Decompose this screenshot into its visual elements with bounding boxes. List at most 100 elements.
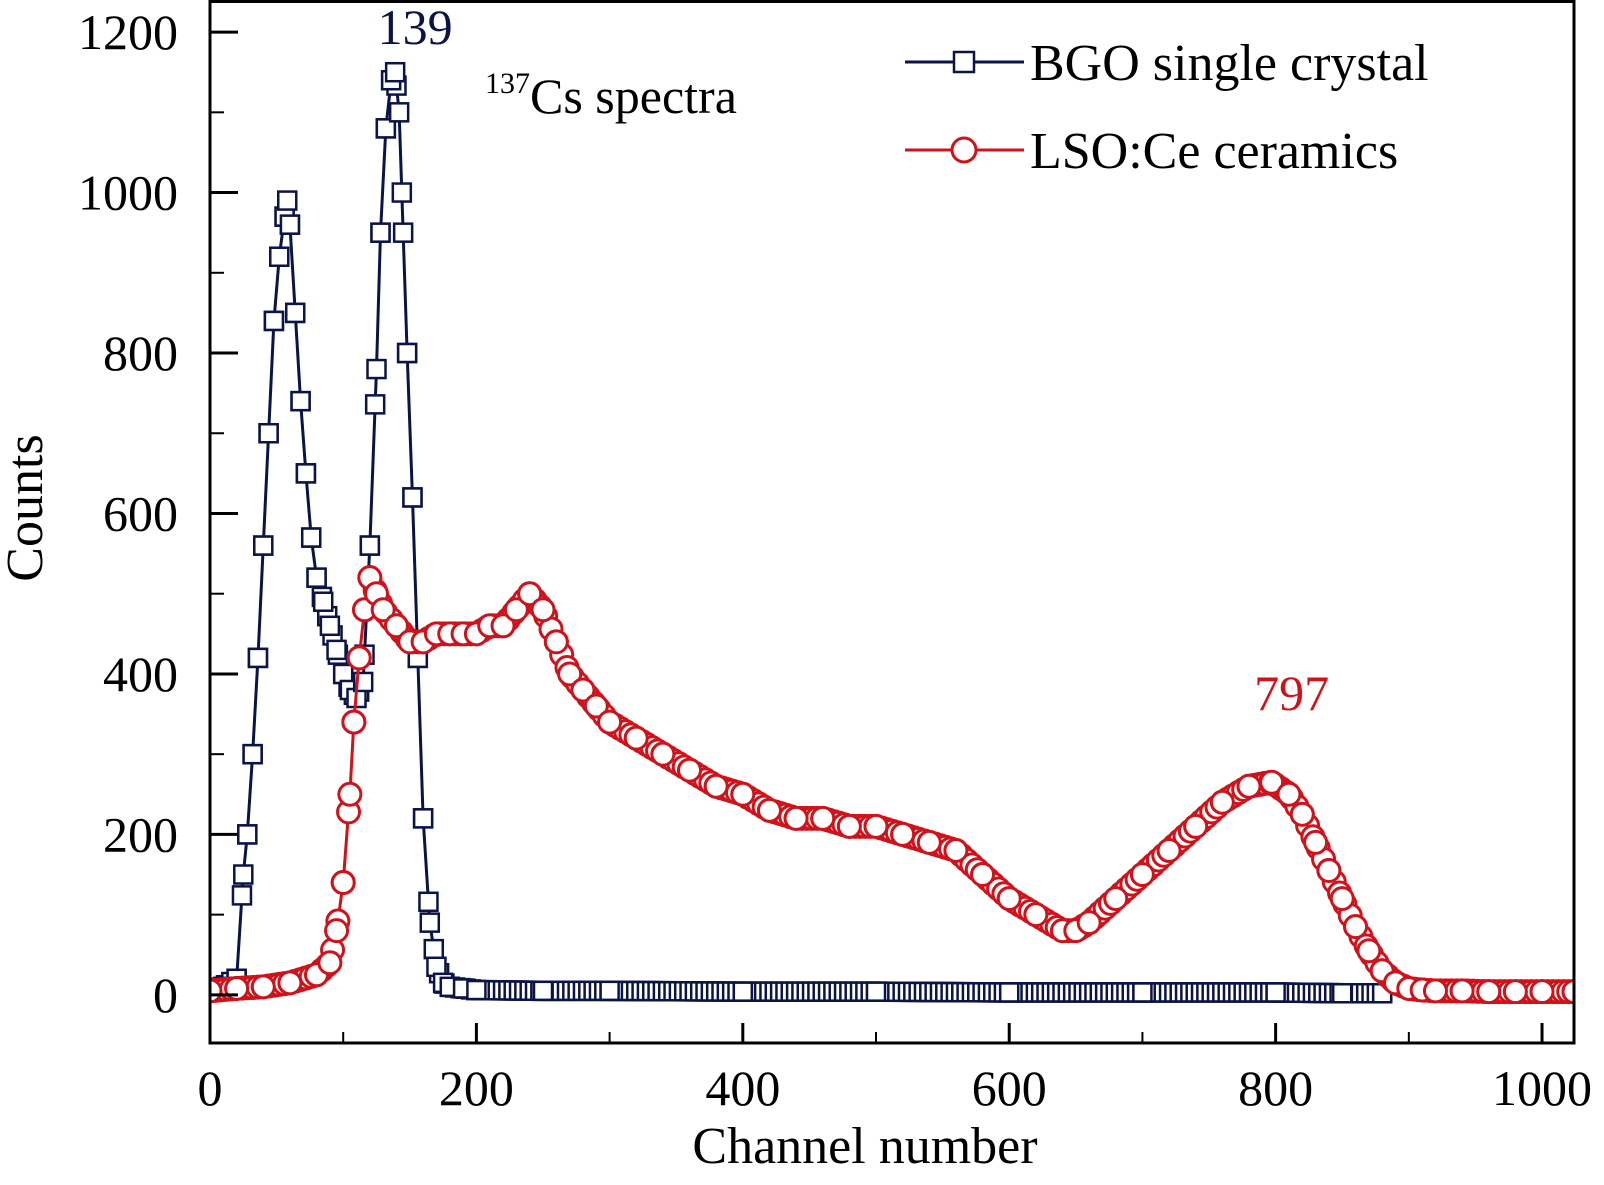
data-point (732, 981, 754, 1002)
data-point (242, 743, 263, 765)
data-point (337, 781, 363, 807)
data-point (943, 837, 969, 863)
data-point (1289, 801, 1315, 827)
spectra-annotation: 137Cs spectra (485, 67, 737, 124)
data-point (366, 358, 387, 380)
data-point (375, 118, 397, 139)
data-point (391, 182, 413, 203)
data-point (650, 741, 676, 767)
data-point (836, 813, 862, 839)
y-tick-label: 0 (153, 967, 178, 1023)
data-point (890, 821, 916, 847)
data-point (258, 422, 279, 444)
data-point (865, 981, 887, 1002)
data-point (970, 862, 996, 888)
data-point (530, 597, 556, 623)
y-axis-title: Counts (0, 434, 54, 581)
annotation-superscript: 137 (485, 67, 530, 100)
data-point (1422, 978, 1448, 1004)
x-tick-label: 800 (1238, 1060, 1313, 1116)
data-point (703, 773, 729, 799)
data-point (237, 824, 258, 845)
data-point (370, 597, 396, 623)
data-point (1331, 983, 1353, 1004)
series-layer (210, 61, 1574, 1005)
data-point (1103, 886, 1129, 912)
data-point (396, 342, 418, 364)
series-line (210, 66, 1383, 995)
data-point (810, 805, 836, 831)
data-point (756, 797, 782, 823)
x-tick-label: 0 (198, 1060, 223, 1116)
annotation-main: Cs spectra (530, 68, 737, 124)
legend: BGO single crystal LSO:Ce ceramics (905, 35, 1429, 180)
data-point (295, 463, 317, 484)
y-tick-label: 1200 (78, 4, 178, 60)
data-point (1529, 979, 1555, 1005)
data-point (1316, 858, 1342, 884)
data-point (277, 190, 298, 211)
legend-marker (950, 136, 978, 164)
data-point (1329, 886, 1355, 912)
data-point (677, 757, 703, 783)
data-point (863, 813, 889, 839)
peak-label: 797 (1254, 665, 1329, 721)
data-point (412, 808, 434, 829)
tick-labels: 0 200 400 600 800 1000 0 200 400 600 800 1000 1200 (78, 4, 1592, 1116)
data-point (570, 677, 596, 703)
data-point (247, 647, 269, 669)
data-point (312, 591, 334, 612)
data-point (392, 222, 414, 243)
x-axis-title: Channel number (692, 1118, 1037, 1175)
data-point (263, 310, 285, 332)
data-point (998, 982, 1020, 1003)
data-point (285, 302, 306, 324)
peak-label: 139 (378, 0, 453, 55)
data-point (490, 613, 516, 639)
data-point (466, 979, 487, 1001)
legend-label: BGO single crystal (1030, 35, 1429, 92)
data-point (1023, 902, 1049, 928)
data-point (583, 693, 609, 719)
legend-label: LSO:Ce ceramics (1030, 123, 1398, 180)
data-point (341, 709, 367, 735)
y-tick-label: 600 (103, 485, 178, 541)
y-tick-label: 400 (103, 646, 178, 702)
data-point (996, 886, 1022, 912)
data-point (306, 567, 327, 588)
data-point (383, 613, 409, 639)
data-point (384, 61, 406, 83)
data-point (277, 970, 303, 996)
data-point (623, 725, 649, 751)
data-point (599, 980, 620, 1002)
data-point (300, 527, 322, 548)
data-point (1276, 781, 1302, 807)
data-point (231, 885, 253, 906)
data-point (370, 222, 391, 243)
series-2 (210, 565, 1574, 1005)
data-point (290, 390, 311, 412)
data-point (279, 214, 301, 235)
y-tick-label: 800 (103, 325, 178, 381)
data-point (1303, 829, 1329, 855)
peak-labels: 139 797 (378, 0, 1329, 721)
data-point (423, 938, 445, 960)
data-point (1265, 982, 1286, 1003)
data-point (269, 246, 290, 267)
data-point (1343, 914, 1369, 940)
data-point (418, 891, 439, 913)
data-point (532, 980, 554, 1002)
data-point (1476, 979, 1502, 1005)
data-point (233, 864, 254, 885)
data-point (1236, 773, 1262, 799)
x-tick-label: 1000 (1492, 1060, 1592, 1116)
data-point (402, 487, 423, 508)
x-tick-label: 400 (705, 1060, 780, 1116)
data-point (597, 709, 623, 735)
data-point (543, 629, 569, 655)
data-point (503, 597, 529, 623)
data-point (388, 102, 410, 123)
axis-ticks (208, 30, 1544, 1043)
data-point (1132, 982, 1153, 1003)
